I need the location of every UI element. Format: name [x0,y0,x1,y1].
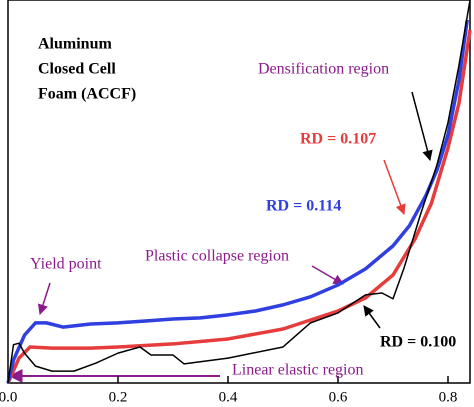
series-label: RD = 0.114 [266,198,341,215]
annotation: Linear elastic region [232,362,364,379]
x-tick-label: 0.0 [0,389,17,405]
series-label: RD = 0.107 [300,131,376,148]
arrow [37,282,51,315]
plot-frame [7,0,471,384]
title-line: Closed Cell [38,61,116,78]
series-line [7,0,471,384]
series-line [6,29,472,384]
annotation: Densification region [258,61,389,78]
annotation: Yield point [30,256,102,273]
title-line: Aluminum [38,36,112,53]
x-tick-label: 0.6 [329,389,348,405]
arrow [363,305,381,329]
series-label: RD = 0.100 [380,334,456,351]
x-tick-label: 0.2 [109,389,128,405]
x-tick-label: 0.4 [219,389,238,405]
arrow [383,159,406,215]
annotation: Plastic collapse region [145,248,289,265]
arrow [411,91,433,162]
x-tick-label: 0.8 [439,389,458,405]
title-line: Foam (ACCF) [38,86,136,103]
arrow [311,265,344,285]
